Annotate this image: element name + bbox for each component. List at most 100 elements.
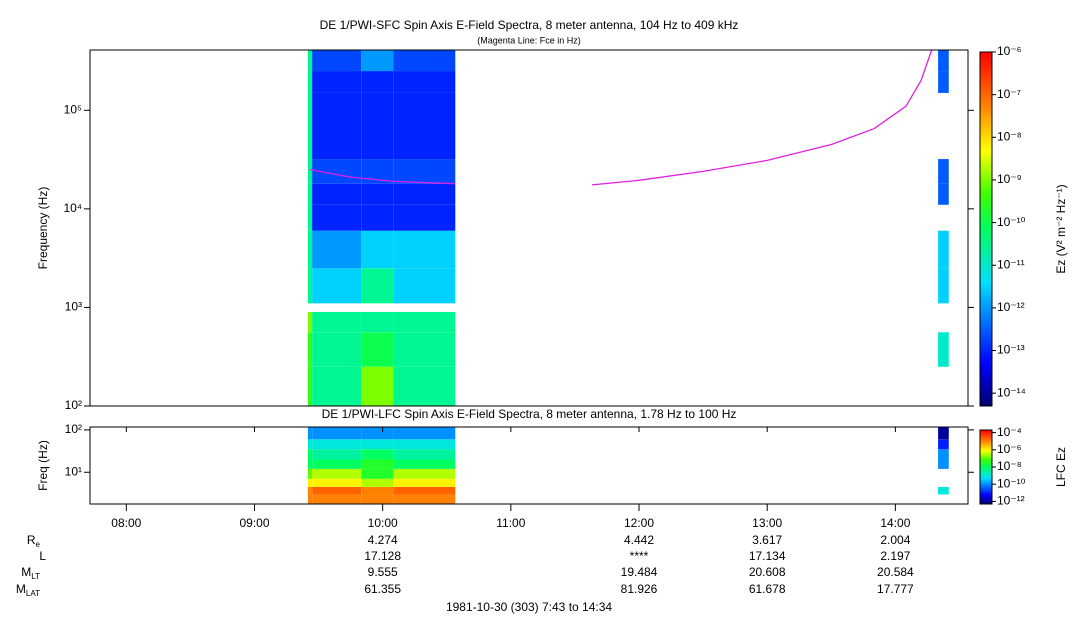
heat-cell	[307, 92, 313, 160]
heat-cell	[307, 468, 313, 479]
ephemeris-value: 61.678	[749, 582, 786, 596]
heat-cell	[361, 439, 394, 450]
ephemeris-value: 4.274	[368, 533, 398, 547]
heat-cell	[938, 71, 949, 93]
heat-cell	[361, 468, 394, 479]
heat-cell	[393, 486, 456, 495]
y-tick-label: 10²	[65, 398, 82, 412]
heat-cell	[361, 366, 394, 406]
heat-cell	[361, 427, 394, 440]
x-tick-label: 10:00	[368, 516, 398, 530]
heat-cell	[312, 366, 362, 406]
heat-cell	[307, 449, 313, 460]
heat-cell	[938, 459, 949, 469]
heat-cell	[361, 449, 394, 460]
y-tick-label: 10¹	[65, 464, 82, 478]
ephemeris-value: 4.442	[624, 533, 654, 547]
footer: 1981-10-30 (303) 7:43 to 14:34	[446, 600, 612, 614]
heat-cell	[361, 268, 394, 304]
ephemeris-label: Re	[27, 533, 41, 549]
ephemeris-value: 17.134	[749, 549, 786, 563]
heat-cell	[393, 230, 456, 269]
heat-cell	[938, 449, 949, 460]
heat-cell	[393, 92, 456, 160]
ephemeris-value: 17.777	[877, 582, 914, 596]
ephemeris-value: 2.197	[880, 549, 910, 563]
plot-area	[90, 50, 968, 406]
colorbar-tick-label: 10⁻⁶	[997, 44, 1022, 58]
y-axis-label: Freq (Hz)	[36, 440, 50, 491]
heat-cell	[938, 332, 949, 367]
heat-cell	[307, 268, 313, 304]
heat-cell	[361, 50, 394, 72]
heat-cell	[312, 268, 362, 304]
ephemeris-value: 17.128	[364, 549, 401, 563]
heat-cell	[938, 50, 949, 72]
colorbar-tick-label: 10⁻¹²	[997, 300, 1025, 314]
heat-cell	[393, 159, 456, 184]
plot-frame	[89, 49, 969, 407]
ephemeris-label-sub: LT	[31, 572, 40, 581]
heat-cell	[938, 486, 949, 495]
heat-cell	[393, 478, 456, 487]
heat-cell	[361, 183, 394, 205]
heat-cell	[361, 92, 394, 160]
heat-cell	[938, 427, 949, 440]
heat-cell	[312, 332, 362, 367]
ephemeris-label: MLT	[21, 565, 40, 581]
heat-cell	[312, 230, 362, 269]
colorbar-tick-label: 10⁻¹³	[997, 343, 1025, 357]
fce-line	[309, 49, 933, 186]
heat-cell	[307, 332, 313, 367]
heat-cell	[361, 332, 394, 367]
heat-cell	[312, 204, 362, 231]
heat-cell	[393, 332, 456, 367]
colorbar	[979, 51, 993, 407]
heat-cell	[312, 478, 362, 487]
chart-title: DE 1/PWI-LFC Spin Axis E-Field Spectra, …	[322, 407, 737, 421]
colorbar-tick-label: 10⁻⁶	[997, 442, 1022, 456]
colorbar-tick-label: 10⁻¹⁰	[997, 215, 1026, 229]
colorbar	[979, 429, 993, 505]
heat-cell	[307, 459, 313, 469]
heat-cell	[393, 459, 456, 469]
y-tick-label: 10²	[65, 422, 82, 436]
x-tick-label: 14:00	[880, 516, 910, 530]
heat-cell	[307, 366, 313, 406]
heat-cell	[307, 230, 313, 269]
heat-cell	[312, 92, 362, 160]
ephemeris-label: L	[39, 549, 46, 563]
heat-cell	[307, 439, 313, 450]
heat-cell	[312, 439, 362, 450]
heat-cell	[307, 183, 313, 205]
ephemeris-value: 19.484	[621, 565, 658, 579]
heat-cell	[361, 311, 394, 333]
ephemeris-value: 81.926	[621, 582, 658, 596]
heat-cell	[312, 468, 362, 479]
heat-cell	[307, 71, 313, 93]
y-tick-label: 10⁴	[63, 201, 82, 215]
colorbar-tick-label: 10⁻¹⁴	[997, 385, 1026, 399]
ephemeris-value: 20.584	[877, 565, 914, 579]
heat-cell	[312, 183, 362, 205]
heat-cell	[393, 494, 456, 504]
x-tick-label: 11:00	[496, 516, 525, 530]
heat-cell	[393, 366, 456, 406]
colorbar-tick-label: 10⁻⁷	[997, 87, 1021, 101]
heat-cell	[393, 427, 456, 440]
ephemeris-value: 2.004	[880, 533, 910, 547]
ephemeris-value: 3.617	[752, 533, 782, 547]
heat-cell	[393, 50, 456, 72]
ephemeris-value: 9.555	[368, 565, 398, 579]
heat-cell	[312, 486, 362, 495]
heat-cell	[393, 268, 456, 304]
ephemeris-label-sub: e	[36, 540, 41, 549]
colorbar-tick-label: 10⁻⁸	[997, 129, 1022, 143]
heat-cell	[312, 427, 362, 440]
heat-cell	[361, 230, 394, 269]
y-tick-label: 10³	[65, 300, 82, 314]
ephemeris-value: 61.355	[364, 582, 401, 596]
heat-cell	[938, 183, 949, 205]
x-tick-label: 08:00	[111, 516, 141, 530]
